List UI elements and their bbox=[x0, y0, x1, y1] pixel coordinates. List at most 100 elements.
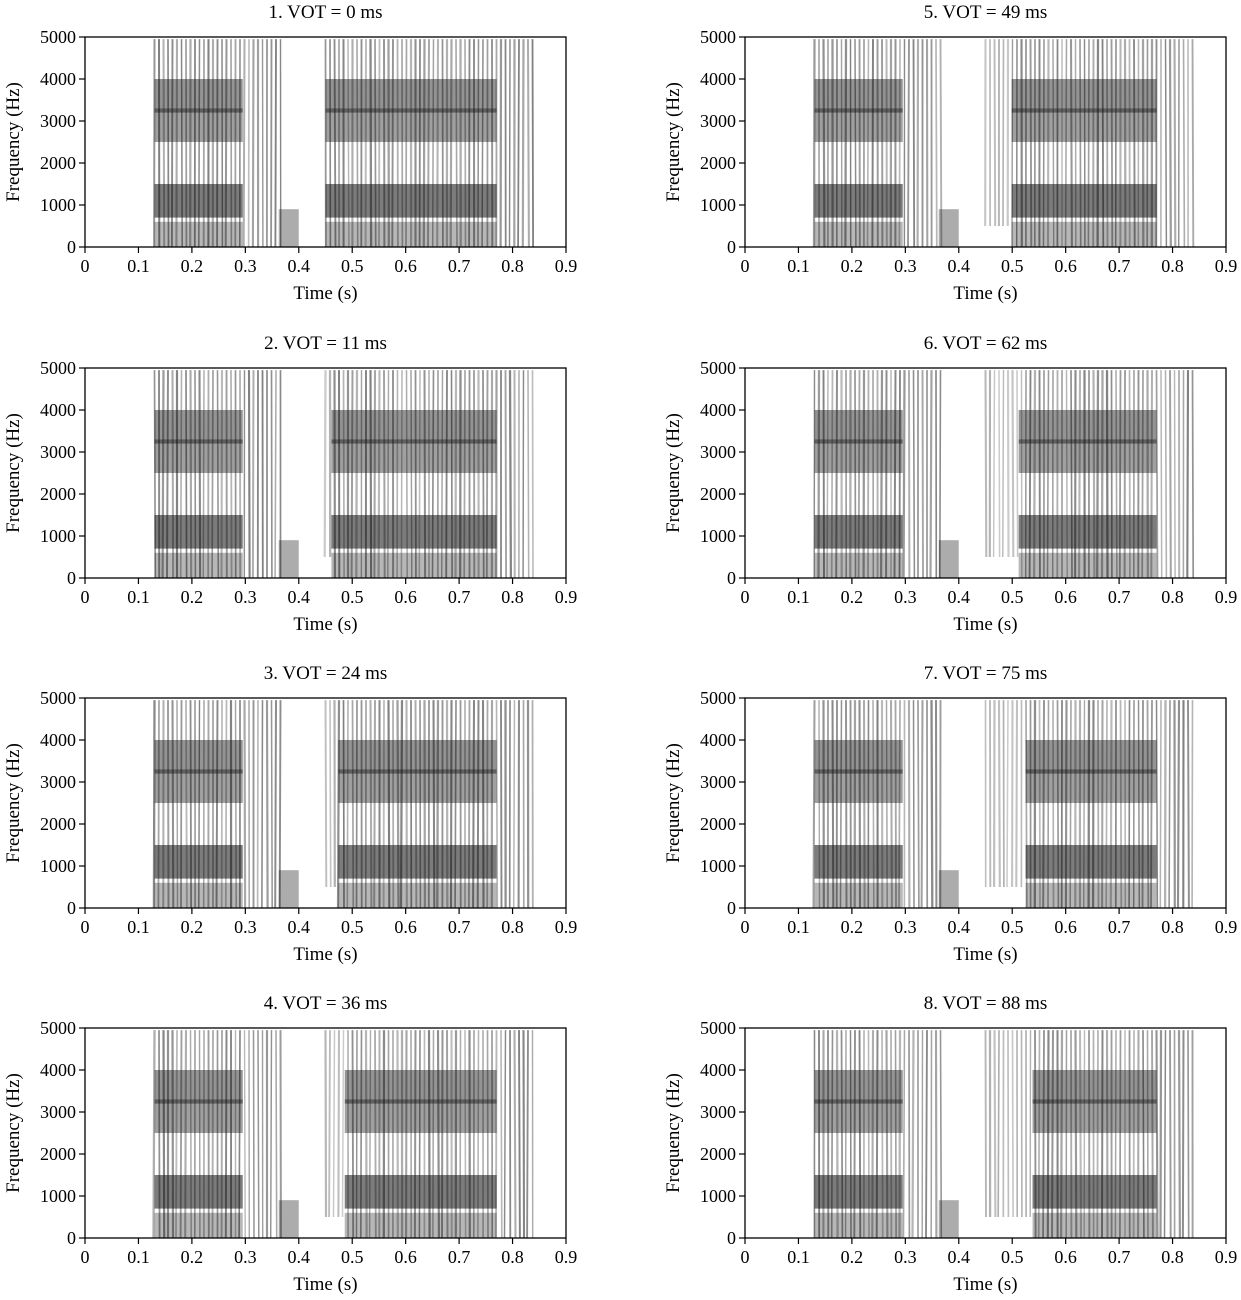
x-tick-label: 0.6 bbox=[394, 587, 417, 607]
pulse-striation bbox=[269, 1030, 273, 1239]
formant-band bbox=[154, 882, 243, 908]
x-tick-label: 0.3 bbox=[894, 256, 917, 276]
x-tick-label: 0 bbox=[741, 917, 750, 937]
pulse-striation bbox=[152, 700, 156, 909]
pulse-striation bbox=[925, 1030, 928, 1239]
x-tick-label: 0.3 bbox=[234, 256, 257, 276]
x-tick-label: 0.1 bbox=[787, 1247, 810, 1267]
pulse-striation bbox=[512, 700, 516, 909]
y-axis-label: Frequency (Hz) bbox=[663, 82, 684, 202]
x-tick-label: 0.8 bbox=[501, 1247, 524, 1267]
formant-band bbox=[814, 439, 903, 473]
x-tick-label: 0.2 bbox=[181, 1247, 204, 1267]
voiced-segment-2 bbox=[984, 700, 1194, 909]
plot-frame bbox=[744, 36, 1227, 248]
x-axis-label: Time (s) bbox=[293, 614, 357, 635]
closure-burst bbox=[938, 870, 959, 908]
x-tick-label: 0.2 bbox=[841, 1247, 864, 1267]
spectrogram bbox=[153, 370, 534, 579]
x-tick-label: 0.5 bbox=[1001, 256, 1024, 276]
voiced-segment-1 bbox=[153, 39, 299, 248]
pulse-striation bbox=[1168, 370, 1172, 579]
y-tick-label: 4000 bbox=[40, 69, 76, 89]
pulse-striation bbox=[902, 1030, 906, 1239]
x-tick-label: 0 bbox=[741, 1247, 750, 1267]
pulse-striation bbox=[274, 700, 277, 909]
pulse-striation bbox=[1164, 370, 1168, 579]
x-tick-label: 0.9 bbox=[555, 917, 578, 937]
closure-burst bbox=[278, 540, 299, 578]
x-tick-label: 0 bbox=[81, 917, 90, 937]
pulse-striation bbox=[341, 1030, 345, 1218]
pulse-striation bbox=[993, 1030, 997, 1218]
y-axis-label: Frequency (Hz) bbox=[663, 743, 684, 863]
formant-band bbox=[814, 552, 903, 578]
formant-band bbox=[154, 221, 243, 247]
formant-band bbox=[154, 1070, 243, 1104]
x-tick-label: 0.5 bbox=[341, 256, 364, 276]
formant-band bbox=[814, 184, 903, 218]
x-tick-label: 0.1 bbox=[787, 256, 810, 276]
x-tick-label: 0.4 bbox=[288, 256, 311, 276]
x-tick-label: 0.5 bbox=[1001, 587, 1024, 607]
x-tick-label: 0.1 bbox=[127, 1247, 150, 1267]
pulse-striation bbox=[1187, 700, 1190, 909]
y-tick-label: 1000 bbox=[700, 195, 736, 215]
formant-band bbox=[154, 515, 243, 549]
formant-band bbox=[1025, 769, 1157, 803]
x-tick-label: 0.9 bbox=[1215, 1247, 1238, 1267]
x-tick-label: 0.4 bbox=[948, 256, 971, 276]
x-axis-label: Time (s) bbox=[953, 614, 1017, 635]
x-tick-label: 0.2 bbox=[181, 256, 204, 276]
voiced-segment-1 bbox=[152, 1030, 299, 1239]
pulse-striation bbox=[1155, 370, 1159, 579]
pulse-striation bbox=[1160, 370, 1163, 579]
x-tick-label: 0.6 bbox=[394, 1247, 417, 1267]
pulse-striation bbox=[531, 39, 535, 248]
closure-burst bbox=[938, 209, 959, 247]
formant-band bbox=[331, 552, 497, 578]
spectrogram bbox=[812, 39, 1195, 248]
pulse-striation bbox=[1173, 39, 1177, 248]
pulse-striation bbox=[912, 39, 916, 248]
formant-band bbox=[154, 410, 243, 444]
pulse-striation bbox=[500, 700, 503, 909]
x-tick-label: 0 bbox=[81, 1247, 90, 1267]
pulse-striation bbox=[1002, 370, 1005, 558]
y-tick-label: 0 bbox=[727, 1228, 736, 1248]
y-tick-label: 5000 bbox=[40, 1018, 76, 1038]
y-tick-label: 3000 bbox=[40, 1102, 76, 1122]
x-tick-label: 0.5 bbox=[341, 1247, 364, 1267]
formant-band bbox=[814, 845, 903, 879]
pulse-striation bbox=[1011, 370, 1015, 558]
pulse-striation bbox=[1177, 1030, 1182, 1239]
chart-title: 2. VOT = 11 ms bbox=[264, 333, 387, 354]
formant-band bbox=[154, 184, 243, 218]
pulse-striation bbox=[328, 1030, 331, 1218]
formant-band bbox=[344, 1212, 497, 1238]
y-tick-label: 4000 bbox=[700, 730, 736, 750]
x-tick-label: 0.1 bbox=[127, 256, 150, 276]
spectrogram bbox=[153, 39, 535, 248]
x-tick-label: 0.2 bbox=[181, 917, 204, 937]
pulse-striation bbox=[1002, 39, 1005, 227]
voiced-segment-2 bbox=[324, 1030, 534, 1239]
chart-title: 4. VOT = 36 ms bbox=[264, 993, 388, 1014]
spectrogram bbox=[812, 700, 1194, 909]
pulse-striation bbox=[242, 39, 246, 248]
pulse-striation bbox=[337, 1030, 341, 1218]
y-tick-label: 2000 bbox=[40, 1144, 76, 1164]
pulse-striation bbox=[984, 370, 988, 558]
x-tick-label: 0.5 bbox=[341, 587, 364, 607]
pulse-striation bbox=[1006, 700, 1009, 888]
pulse-striation bbox=[274, 370, 277, 579]
pulse-striation bbox=[1164, 39, 1168, 248]
pulse-striation bbox=[508, 39, 511, 248]
plot-frame bbox=[84, 1027, 567, 1239]
x-tick-label: 0.2 bbox=[841, 256, 864, 276]
y-axis-label: Frequency (Hz) bbox=[3, 1073, 24, 1193]
formant-band bbox=[1011, 108, 1157, 142]
x-tick-label: 0.7 bbox=[1108, 256, 1131, 276]
pulse-striation bbox=[329, 700, 332, 888]
formant-band bbox=[1011, 184, 1157, 218]
